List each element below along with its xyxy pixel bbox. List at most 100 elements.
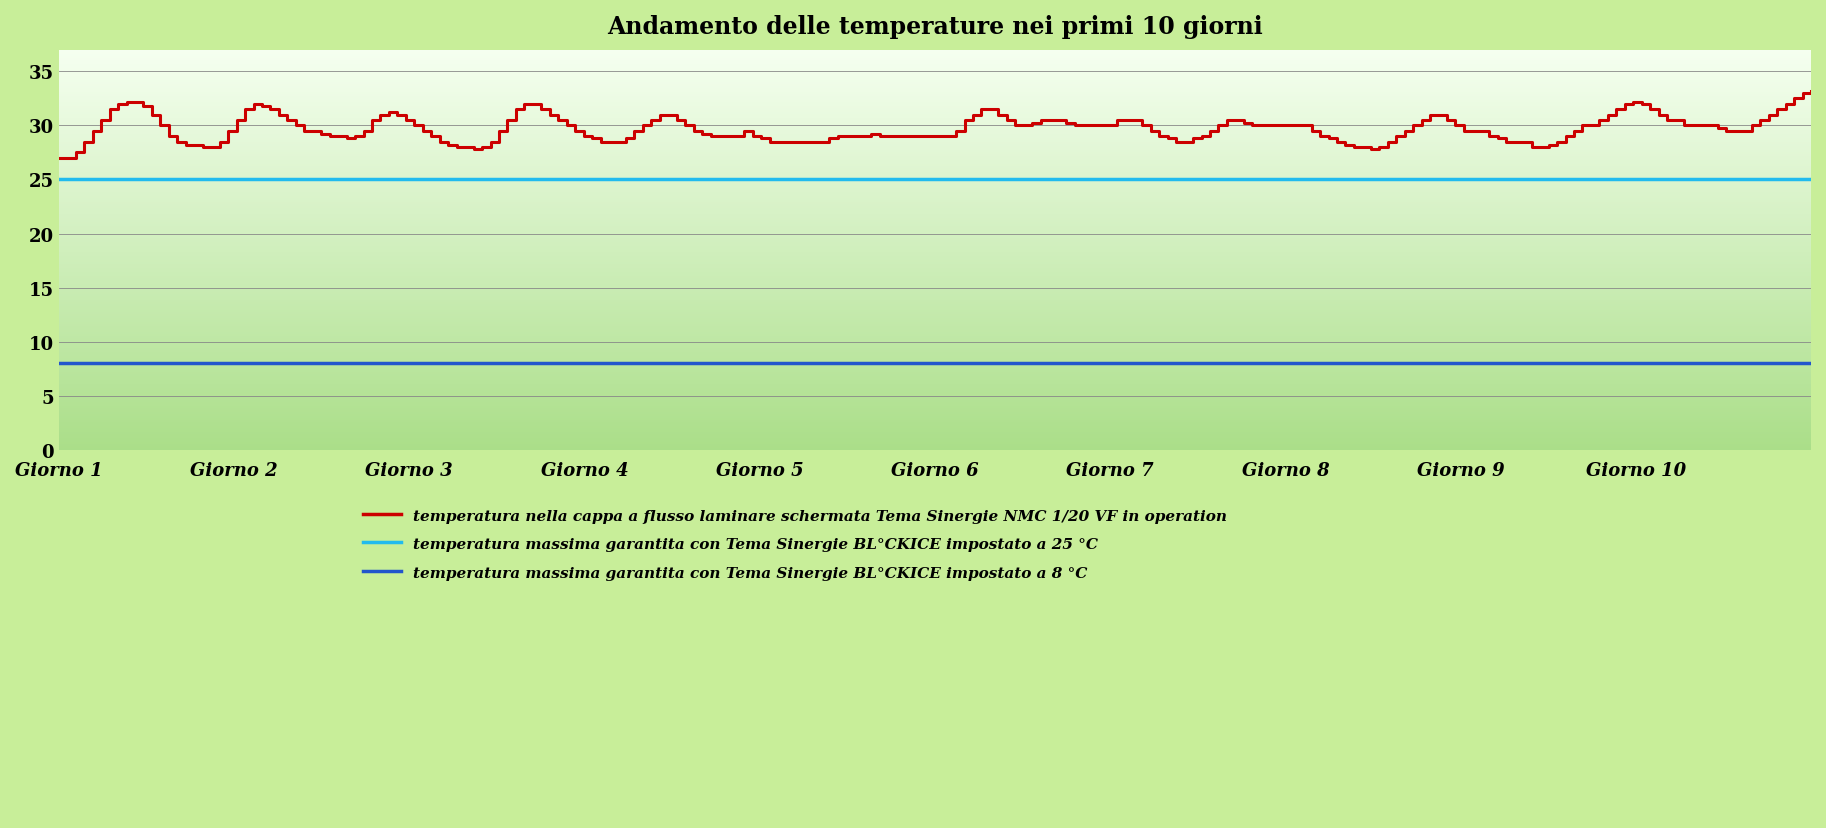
Bar	[58, 326, 1811, 329]
Bar	[58, 199, 1811, 200]
Bar	[58, 411, 1811, 412]
Bar	[58, 305, 1811, 306]
Bar	[58, 414, 1811, 416]
Bar	[58, 392, 1811, 394]
Bar	[58, 257, 1811, 258]
Bar	[58, 76, 1811, 79]
Bar	[58, 388, 1811, 391]
Bar	[58, 79, 1811, 80]
Bar	[58, 426, 1811, 428]
Bar	[58, 440, 1811, 442]
Bar	[58, 432, 1811, 435]
Bar	[58, 56, 1811, 59]
Bar	[58, 367, 1811, 368]
Bar	[58, 75, 1811, 76]
Bar	[58, 285, 1811, 286]
Bar	[58, 407, 1811, 408]
Bar	[58, 220, 1811, 223]
Bar	[58, 335, 1811, 336]
Bar	[58, 421, 1811, 422]
Bar	[58, 162, 1811, 165]
Bar	[58, 364, 1811, 367]
Bar	[58, 254, 1811, 257]
Bar	[58, 282, 1811, 285]
Bar	[58, 310, 1811, 312]
Bar	[58, 384, 1811, 387]
Bar	[58, 70, 1811, 73]
Bar	[58, 322, 1811, 325]
Bar	[58, 349, 1811, 350]
Bar	[58, 227, 1811, 229]
Bar	[58, 344, 1811, 346]
Bar	[58, 251, 1811, 253]
Bar	[58, 383, 1811, 384]
Bar	[58, 97, 1811, 99]
Bar	[58, 209, 1811, 210]
Bar	[58, 206, 1811, 209]
Bar	[58, 320, 1811, 322]
Bar	[58, 185, 1811, 186]
Bar	[58, 416, 1811, 418]
Bar	[58, 350, 1811, 353]
Bar	[58, 247, 1811, 248]
Bar	[58, 161, 1811, 162]
Bar	[58, 216, 1811, 219]
Bar	[58, 377, 1811, 378]
Bar	[58, 330, 1811, 332]
Bar	[58, 238, 1811, 240]
Bar	[58, 181, 1811, 182]
Bar	[58, 195, 1811, 196]
Bar	[58, 224, 1811, 227]
Bar	[58, 422, 1811, 425]
Bar	[58, 370, 1811, 373]
Bar	[58, 60, 1811, 63]
Bar	[58, 274, 1811, 277]
Bar	[58, 186, 1811, 189]
Bar	[58, 132, 1811, 135]
Bar	[58, 196, 1811, 199]
Bar	[58, 446, 1811, 449]
Bar	[58, 80, 1811, 83]
Bar	[58, 73, 1811, 75]
Title: Andamento delle temperature nei primi 10 giorni: Andamento delle temperature nei primi 10…	[606, 15, 1264, 39]
Bar	[58, 296, 1811, 298]
Bar	[58, 291, 1811, 292]
Bar	[58, 103, 1811, 104]
Bar	[58, 277, 1811, 278]
Bar	[58, 373, 1811, 374]
Bar	[58, 193, 1811, 195]
Bar	[58, 402, 1811, 404]
Bar	[58, 99, 1811, 100]
Bar	[58, 155, 1811, 156]
Bar	[58, 189, 1811, 190]
Bar	[58, 65, 1811, 66]
Bar	[58, 436, 1811, 438]
Bar	[58, 229, 1811, 230]
Bar	[58, 398, 1811, 401]
Bar	[58, 354, 1811, 356]
Bar	[58, 166, 1811, 169]
Bar	[58, 165, 1811, 166]
Bar	[58, 152, 1811, 155]
Bar	[58, 111, 1811, 113]
Bar	[58, 374, 1811, 377]
Bar	[58, 148, 1811, 151]
Bar	[58, 200, 1811, 203]
Bar	[58, 147, 1811, 148]
Bar	[58, 69, 1811, 70]
Bar	[58, 397, 1811, 398]
Bar	[58, 118, 1811, 121]
Bar	[58, 83, 1811, 84]
Bar	[58, 182, 1811, 185]
Bar	[58, 142, 1811, 145]
Legend: temperatura nella cappa a flusso laminare schermata Tema Sinergie NMC 1/20 VF in: temperatura nella cappa a flusso laminar…	[356, 502, 1233, 587]
Bar	[58, 343, 1811, 344]
Bar	[58, 213, 1811, 214]
Bar	[58, 240, 1811, 243]
Bar	[58, 363, 1811, 364]
Bar	[58, 401, 1811, 402]
Bar	[58, 158, 1811, 161]
Bar	[58, 90, 1811, 93]
Bar	[58, 89, 1811, 90]
Bar	[58, 214, 1811, 216]
